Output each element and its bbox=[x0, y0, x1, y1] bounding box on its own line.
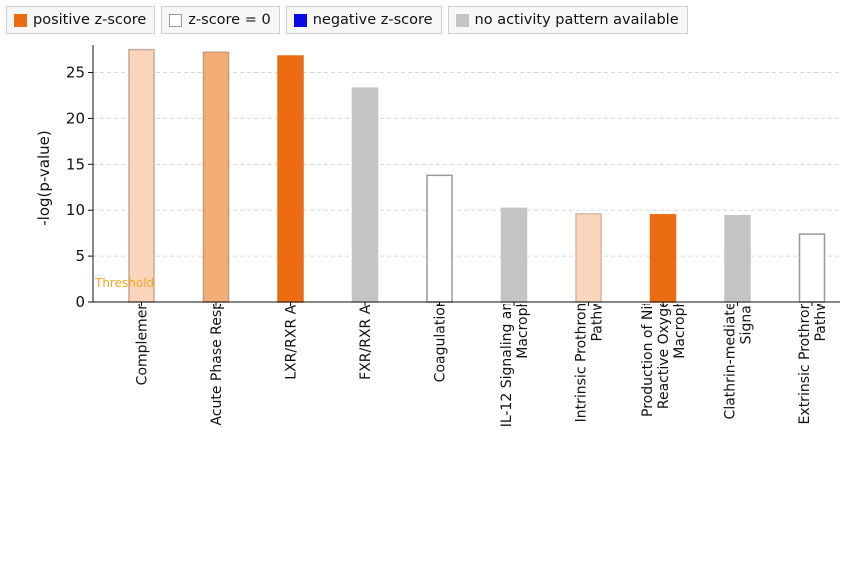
x-tick-label-line: Extrinsic Prothrombin Activation bbox=[797, 200, 813, 425]
bar bbox=[500, 207, 528, 303]
x-tick-label-line: Pathway bbox=[813, 282, 829, 341]
bar bbox=[202, 51, 230, 303]
legend-item-zero: z-score = 0 bbox=[161, 6, 280, 34]
legend-swatch-positive bbox=[14, 13, 27, 27]
bar bbox=[128, 48, 155, 303]
x-tick-label: Production of Nitric Oxide andReactive O… bbox=[640, 207, 688, 417]
legend-label-zero: z-score = 0 bbox=[188, 12, 271, 28]
x-tick-label-line: IL-12 Signaling and Production in bbox=[499, 197, 515, 428]
x-tick-label: Coagulation System bbox=[433, 242, 449, 383]
x-tick-label-line: FXR/RXR Activation bbox=[358, 244, 374, 380]
x-tick-label: IL-12 Signaling and Production inMacroph… bbox=[499, 197, 531, 428]
x-tick-label-line: Clathrin-mediated Endocytosis bbox=[723, 205, 739, 420]
x-tick-label-line: Coagulation System bbox=[433, 242, 449, 383]
threshold-label: Threshold bbox=[94, 276, 154, 290]
y-tick-label: 0 bbox=[75, 293, 85, 311]
x-tick-label: Extrinsic Prothrombin ActivationPathway bbox=[797, 200, 829, 425]
bar bbox=[724, 214, 751, 303]
x-tick-label: Complement System bbox=[135, 239, 151, 386]
x-tick-label: Intrinsic Prothrombin ActivationPathway bbox=[574, 202, 606, 423]
axes: 0 5 10 15 20 25 bbox=[66, 45, 840, 311]
bars bbox=[128, 48, 826, 303]
y-tick-label: 10 bbox=[66, 201, 85, 219]
x-tick-label-line: Acute Phase Response Signaling bbox=[209, 198, 225, 425]
legend: positive z-score z-score = 0 negative z-… bbox=[6, 6, 688, 34]
x-axis-labels: Complement System Acute Phase Response Si… bbox=[135, 197, 830, 428]
bar bbox=[277, 55, 304, 303]
x-tick-label-line: Macrophages bbox=[672, 265, 688, 359]
y-tick-label: 5 bbox=[75, 247, 85, 265]
legend-label-negative: negative z-score bbox=[312, 12, 433, 28]
bar bbox=[426, 174, 453, 303]
x-tick-label-line: Signaling bbox=[739, 280, 755, 345]
x-tick-label: Clathrin-mediated EndocytosisSignaling bbox=[723, 205, 755, 420]
x-tick-label-line: Complement System bbox=[135, 239, 151, 386]
x-tick-label-line: Macrophages bbox=[515, 265, 531, 359]
x-tick-label-line: Pathway bbox=[590, 282, 606, 341]
legend-item-no-pattern: no activity pattern available bbox=[447, 6, 688, 34]
bar bbox=[351, 87, 379, 303]
y-tick-label: 20 bbox=[66, 109, 85, 127]
bar bbox=[798, 233, 826, 303]
x-tick-label: Acute Phase Response Signaling bbox=[209, 198, 225, 425]
gridlines bbox=[93, 72, 840, 257]
y-axis-label: -log(p-value) bbox=[35, 130, 53, 226]
x-tick-label-line: Reactive Oxygen Species in bbox=[656, 215, 672, 409]
legend-label-positive: positive z-score bbox=[33, 12, 147, 28]
legend-item-negative: negative z-score bbox=[285, 6, 442, 34]
legend-swatch-negative bbox=[293, 13, 307, 27]
x-tick-label-line: LXR/RXR Activation bbox=[284, 244, 300, 379]
legend-item-positive: positive z-score bbox=[6, 6, 156, 34]
x-tick-label-line: Intrinsic Prothrombin Activation bbox=[574, 202, 590, 423]
legend-label-no-pattern: no activity pattern available bbox=[474, 12, 679, 28]
y-tick-label: 25 bbox=[66, 64, 85, 82]
x-tick-label: FXR/RXR Activation bbox=[358, 244, 374, 380]
x-tick-label-line: Production of Nitric Oxide and bbox=[640, 207, 656, 417]
legend-swatch-no-pattern bbox=[455, 13, 469, 27]
legend-swatch-zero bbox=[169, 13, 183, 27]
x-tick-label: LXR/RXR Activation bbox=[284, 244, 300, 379]
bar bbox=[575, 213, 602, 303]
bar bbox=[649, 214, 677, 303]
y-tick-label: 15 bbox=[66, 155, 85, 173]
